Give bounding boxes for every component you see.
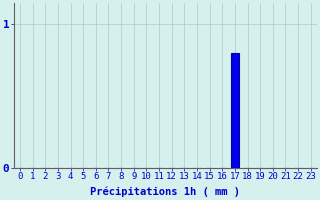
Bar — [231, 53, 239, 168]
X-axis label: Précipitations 1h ( mm ): Précipitations 1h ( mm ) — [90, 187, 240, 197]
